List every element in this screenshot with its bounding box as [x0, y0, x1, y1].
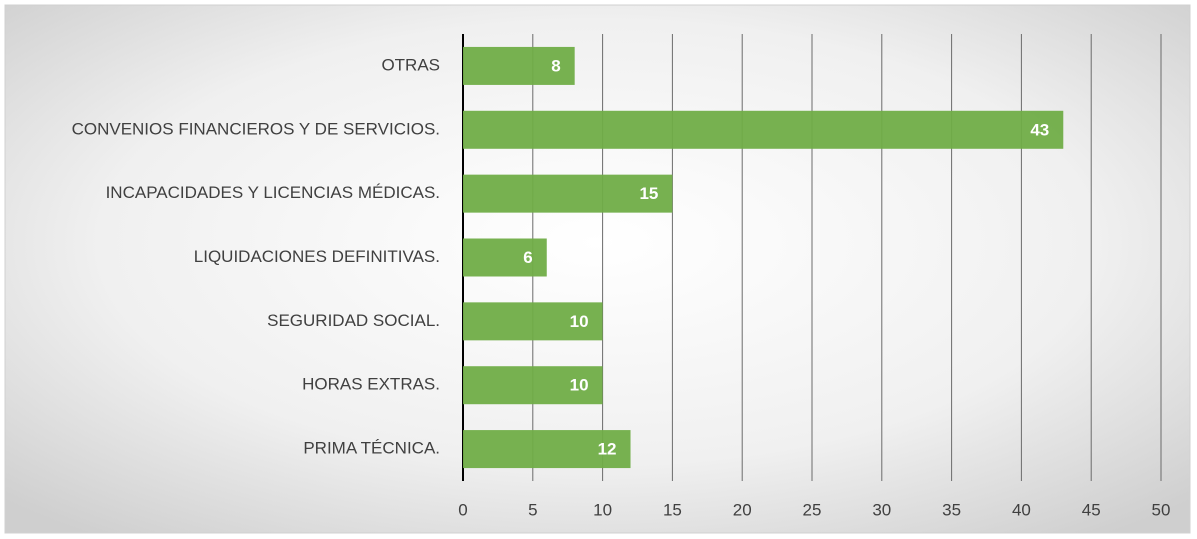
y-tick-label: CONVENIOS FINANCIEROS Y DE SERVICIOS.: [72, 119, 440, 138]
bar: [463, 238, 547, 277]
data-label: 10: [570, 376, 589, 395]
x-tick-label: 35: [942, 500, 961, 519]
y-tick-label: OTRAS: [381, 55, 440, 74]
x-tick-label: 30: [872, 500, 891, 519]
bar: [463, 110, 1064, 149]
y-tick-label: INCAPACIDADES Y LICENCIAS MÉDICAS.: [106, 183, 440, 202]
y-tick-label: PRIMA TÉCNICA.: [303, 439, 440, 458]
data-label: 10: [570, 312, 589, 331]
x-tick-label: 0: [458, 500, 467, 519]
data-label: 43: [1030, 120, 1049, 139]
bar: [463, 430, 631, 469]
y-tick-label: SEGURIDAD SOCIAL.: [267, 311, 440, 330]
bar: [463, 302, 603, 341]
x-tick-label: 45: [1082, 500, 1101, 519]
bar: [463, 174, 673, 213]
bar: [463, 46, 575, 85]
x-tick-label: 15: [663, 500, 682, 519]
bar: [463, 366, 603, 405]
x-tick-label: 50: [1152, 500, 1171, 519]
y-tick-label: HORAS EXTRAS.: [302, 375, 440, 394]
x-tick-label: 25: [803, 500, 822, 519]
x-tick-label: 20: [733, 500, 752, 519]
x-tick-label: 5: [528, 500, 537, 519]
x-tick-label: 10: [593, 500, 612, 519]
data-label: 15: [639, 184, 658, 203]
data-label: 12: [598, 440, 617, 459]
y-tick-label: LIQUIDACIONES DEFINITIVAS.: [194, 247, 440, 266]
data-label: 8: [551, 56, 560, 75]
x-tick-label: 40: [1012, 500, 1031, 519]
data-label: 6: [523, 248, 532, 267]
